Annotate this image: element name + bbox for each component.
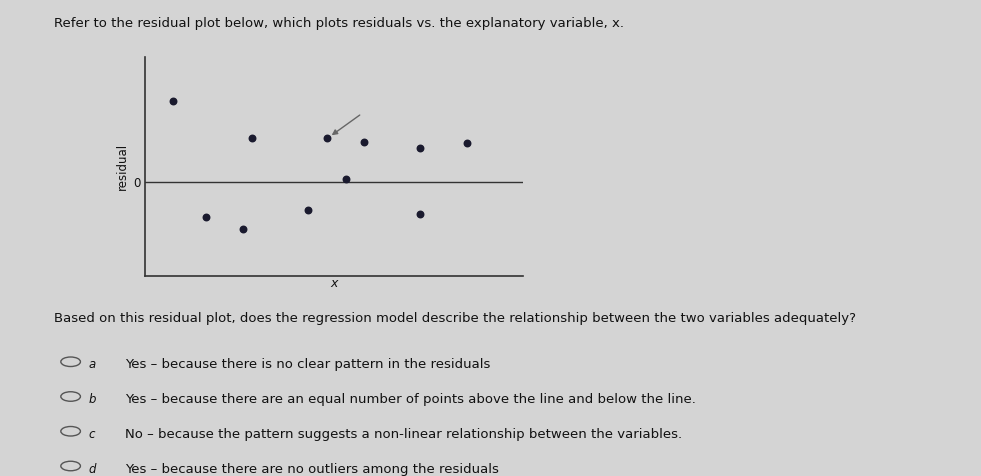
Point (356, 138, 372, 145)
Text: b: b (88, 393, 96, 406)
Point (300, 207, 316, 214)
Point (198, 213, 214, 220)
Text: Yes – because there is no clear pattern in the residuals: Yes – because there is no clear pattern … (125, 358, 490, 371)
Text: Refer to the residual plot below, which plots residuals vs. the explanatory vari: Refer to the residual plot below, which … (54, 17, 624, 30)
Point (244, 135, 260, 142)
Text: c: c (88, 428, 95, 441)
X-axis label: x: x (331, 278, 337, 290)
Point (166, 97, 181, 105)
Point (235, 225, 251, 233)
Point (319, 135, 335, 142)
Text: Yes – because there are an equal number of points above the line and below the l: Yes – because there are an equal number … (125, 393, 696, 406)
Text: a: a (88, 358, 95, 371)
Point (412, 144, 428, 152)
Text: No – because the pattern suggests a non-linear relationship between the variable: No – because the pattern suggests a non-… (125, 428, 682, 441)
Y-axis label: residual: residual (116, 143, 129, 190)
Text: Based on this residual plot, does the regression model describe the relationship: Based on this residual plot, does the re… (54, 312, 856, 325)
Point (459, 139, 475, 147)
Point (412, 210, 428, 218)
Text: d: d (88, 463, 96, 476)
Point (337, 175, 353, 183)
Text: Yes – because there are no outliers among the residuals: Yes – because there are no outliers amon… (125, 463, 498, 476)
